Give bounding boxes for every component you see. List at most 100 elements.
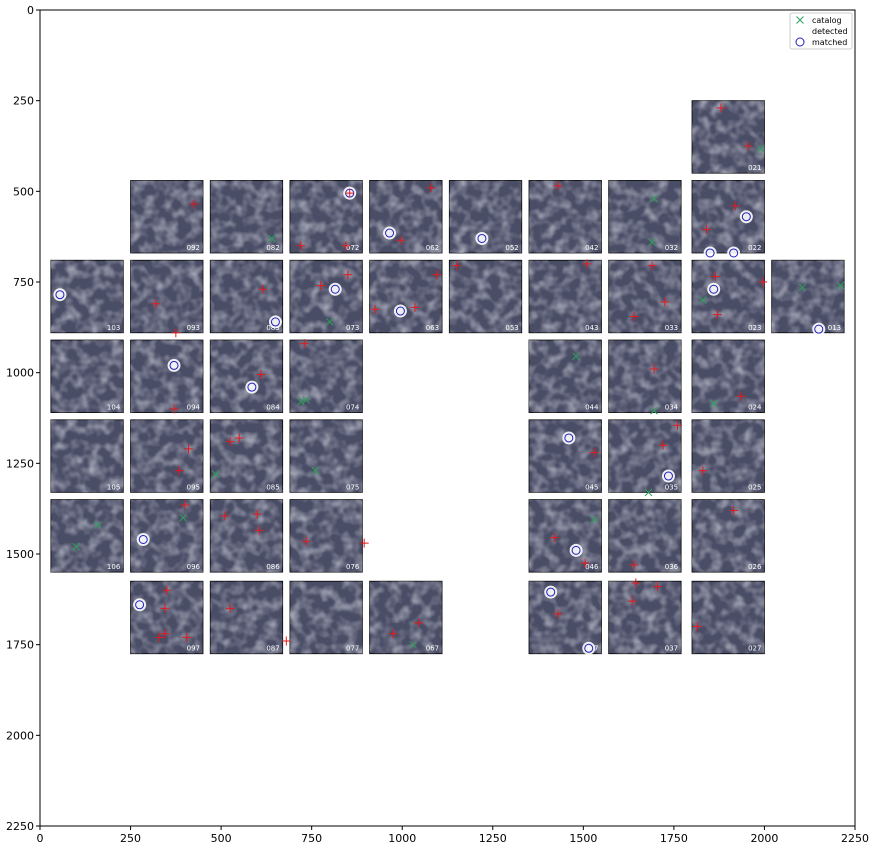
legend-catalog-marker [796,16,804,24]
matched-circle [247,382,257,392]
detected-marker [345,188,355,198]
panel-104: 104 [50,339,124,413]
detected-marker [660,297,670,307]
catalog-marker [648,238,657,246]
panel-noise [289,260,363,333]
matched-circle [546,587,556,597]
panel-label: 077 [346,645,359,653]
matched-circle [385,228,395,238]
detected-marker [299,339,309,349]
detected-marker [658,440,668,450]
detected-marker [180,500,190,510]
matched-marker [727,246,741,260]
catalog-marker [72,542,81,551]
panel-noise [50,499,124,573]
panel-073: 073 [289,259,363,334]
matched-circle [729,248,739,258]
matched-marker [703,246,717,260]
x-tick-label: 0 [37,832,44,845]
matched-glow [812,322,826,336]
detected-marker [281,636,291,646]
panel-024: 024 [691,339,765,413]
panel-106: 106 [50,499,124,573]
panel-036: 036 [608,499,682,573]
detected-marker [169,404,179,414]
matched-circle [584,643,594,653]
panel-noise [692,340,765,413]
detected-marker [426,183,436,193]
detected-marker [252,509,262,519]
panel-label: 026 [748,563,762,571]
panel-044: 044 [528,339,602,413]
panel-label: 024 [748,404,762,412]
detected-marker [712,310,722,320]
panel-noise [692,419,765,493]
panel-label: 086 [266,563,280,571]
detected-marker [629,311,639,321]
matched-marker [569,543,583,557]
catalog-marker [836,281,845,290]
matched-marker [582,641,596,655]
matched-marker [53,288,67,302]
detected-marker [743,141,753,151]
panel-noise [50,340,124,413]
matched-circle [169,360,179,370]
panel-label: 096 [187,563,201,571]
panel-label: 042 [585,244,598,252]
x-tick-label: 2000 [750,832,778,845]
matched-glow [727,246,741,260]
matched-circle [55,290,65,300]
detected-marker [174,466,184,476]
detected-marker [589,447,599,457]
y-tick-label: 1750 [6,639,34,652]
x-tick-label: 1000 [388,832,416,845]
panel-label: 022 [748,244,761,252]
panel-noise [449,260,522,333]
panel-067: 067 [369,580,443,655]
catalog-marker [267,234,276,243]
detected-marker [432,270,442,280]
panel-label: 045 [585,483,598,491]
detected-marker [673,420,683,430]
panel-label: 044 [585,404,599,412]
matched-glow [661,469,675,483]
panel-043: 043 [528,259,602,334]
detected-marker [225,437,235,447]
matched-glow [544,585,558,599]
panel-noise [289,581,363,654]
panel-046: 046 [528,499,602,573]
panel-noise [369,260,443,333]
catalog-marker [644,488,653,497]
panel-053: 053 [448,259,523,334]
y-tick-label: 0 [27,4,34,17]
panel-noise [130,340,203,413]
matched-circle [709,284,719,294]
panel-label: 027 [748,645,761,653]
matched-glow [133,598,147,612]
panel-075: 075 [289,419,363,493]
matched-marker [812,322,826,336]
panel-093: 093 [130,259,204,334]
matched-marker [707,282,721,296]
panel-082: 082 [209,180,284,254]
panel-label: 046 [585,563,599,571]
panel-033: 033 [608,259,682,334]
panel-label: 043 [585,324,598,332]
panel-noise [529,419,602,493]
matched-circle [270,317,280,327]
panel-label: 085 [266,483,279,491]
panel-noise [529,581,602,654]
matched-marker [562,431,576,445]
detected-marker [189,199,199,209]
detected-marker [729,505,739,515]
panel-label: 087 [266,645,279,653]
detected-marker [162,585,172,595]
y-tick-label: 2250 [6,820,34,833]
detected-marker [341,241,351,251]
legend: catalog detected matched [789,12,853,50]
panel-label: 053 [505,324,518,332]
panel-noise [210,581,283,654]
detected-marker [627,596,637,606]
matched-circle [135,600,145,610]
panel-034: 034 [608,339,682,413]
